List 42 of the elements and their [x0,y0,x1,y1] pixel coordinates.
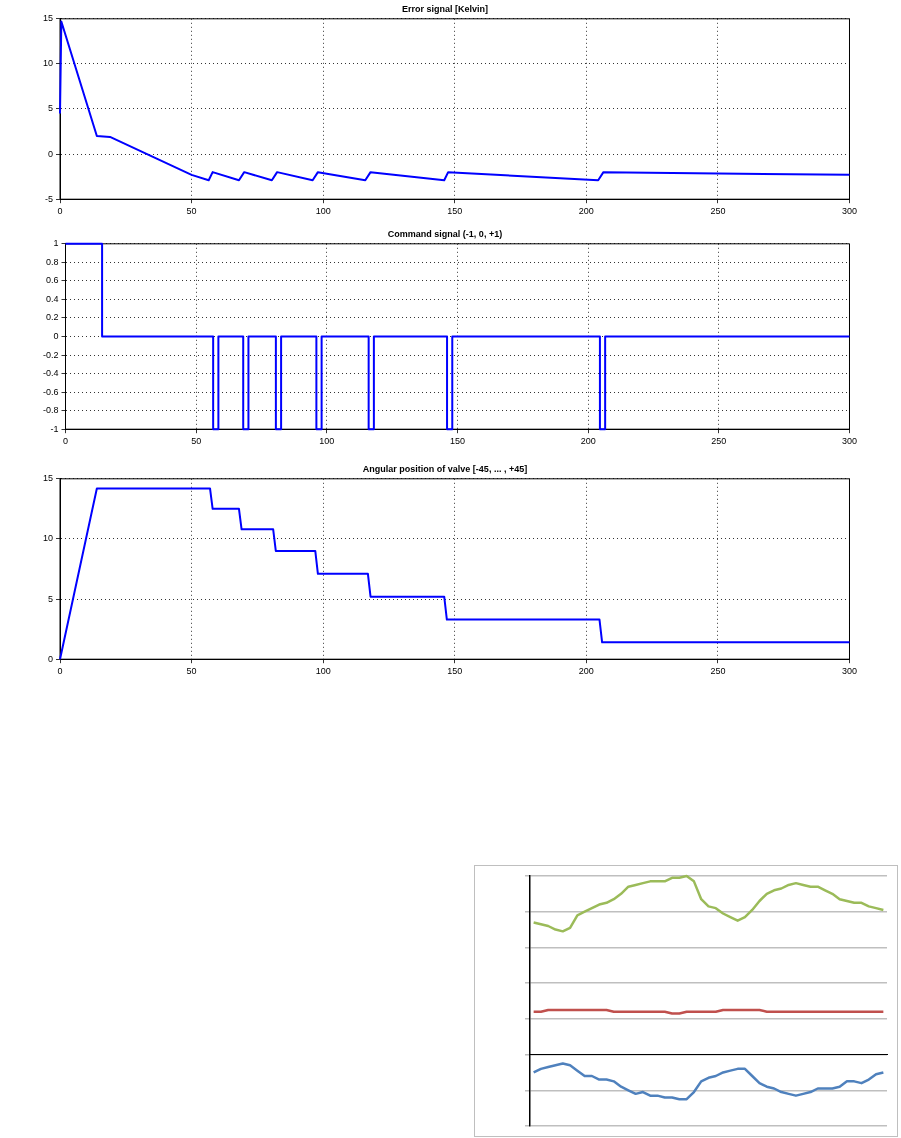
y-tick-label: 5 [48,593,54,604]
x-tick-label: 0 [63,436,69,447]
y-tick-label: 0.8 [45,256,59,267]
y-tick-label: 10 [43,533,54,544]
x-tick-label: 100 [319,436,335,447]
x-tick-label: 300 [841,666,858,677]
y-tick-label: -0.2 [42,349,59,360]
y-tick-label: -5 [45,193,54,204]
x-tick-label: 50 [186,666,197,677]
x-tick-label: 100 [315,666,331,677]
x-tick-label: 50 [191,436,202,447]
x-tick-label: 200 [578,206,594,217]
y-tick-label: -1 [50,423,59,434]
x-tick-label: 250 [711,436,727,447]
y-tick-label: 5 [48,103,54,114]
y-tick-label: 10 [43,58,54,69]
x-tick-label: 250 [710,666,726,677]
y-tick-label: 1 [53,238,59,249]
x-tick-label: 300 [841,436,858,447]
y-tick-label: -0.6 [42,386,59,397]
y-tick-label: -0.8 [42,405,59,416]
x-tick-label: 150 [447,206,463,217]
x-tick-label: 150 [447,666,463,677]
chart-title: Error signal [Kelvin] [401,3,489,14]
y-tick-label: -0.4 [42,368,59,379]
chart-title: Command signal (-1, 0, +1) [387,228,503,239]
x-tick-label: 50 [186,206,197,217]
y-tick-label: 0.4 [45,293,59,304]
x-tick-label: 300 [841,206,858,217]
x-tick-label: 100 [315,206,331,217]
y-tick-label: 0.6 [45,275,59,286]
y-tick-label: 0 [53,330,59,341]
y-tick-label: 0 [48,653,54,664]
y-tick-label: 0.2 [45,312,59,323]
x-tick-label: 200 [580,436,596,447]
x-tick-label: 150 [449,436,466,447]
x-tick-label: 200 [578,666,594,677]
y-tick-label: 15 [43,473,54,484]
x-tick-label: 250 [710,206,726,217]
y-tick-label: 0 [48,148,54,159]
y-tick-label: 15 [43,13,54,24]
chart-title: Angular position of valve [-45, ... , +45] [362,463,528,474]
